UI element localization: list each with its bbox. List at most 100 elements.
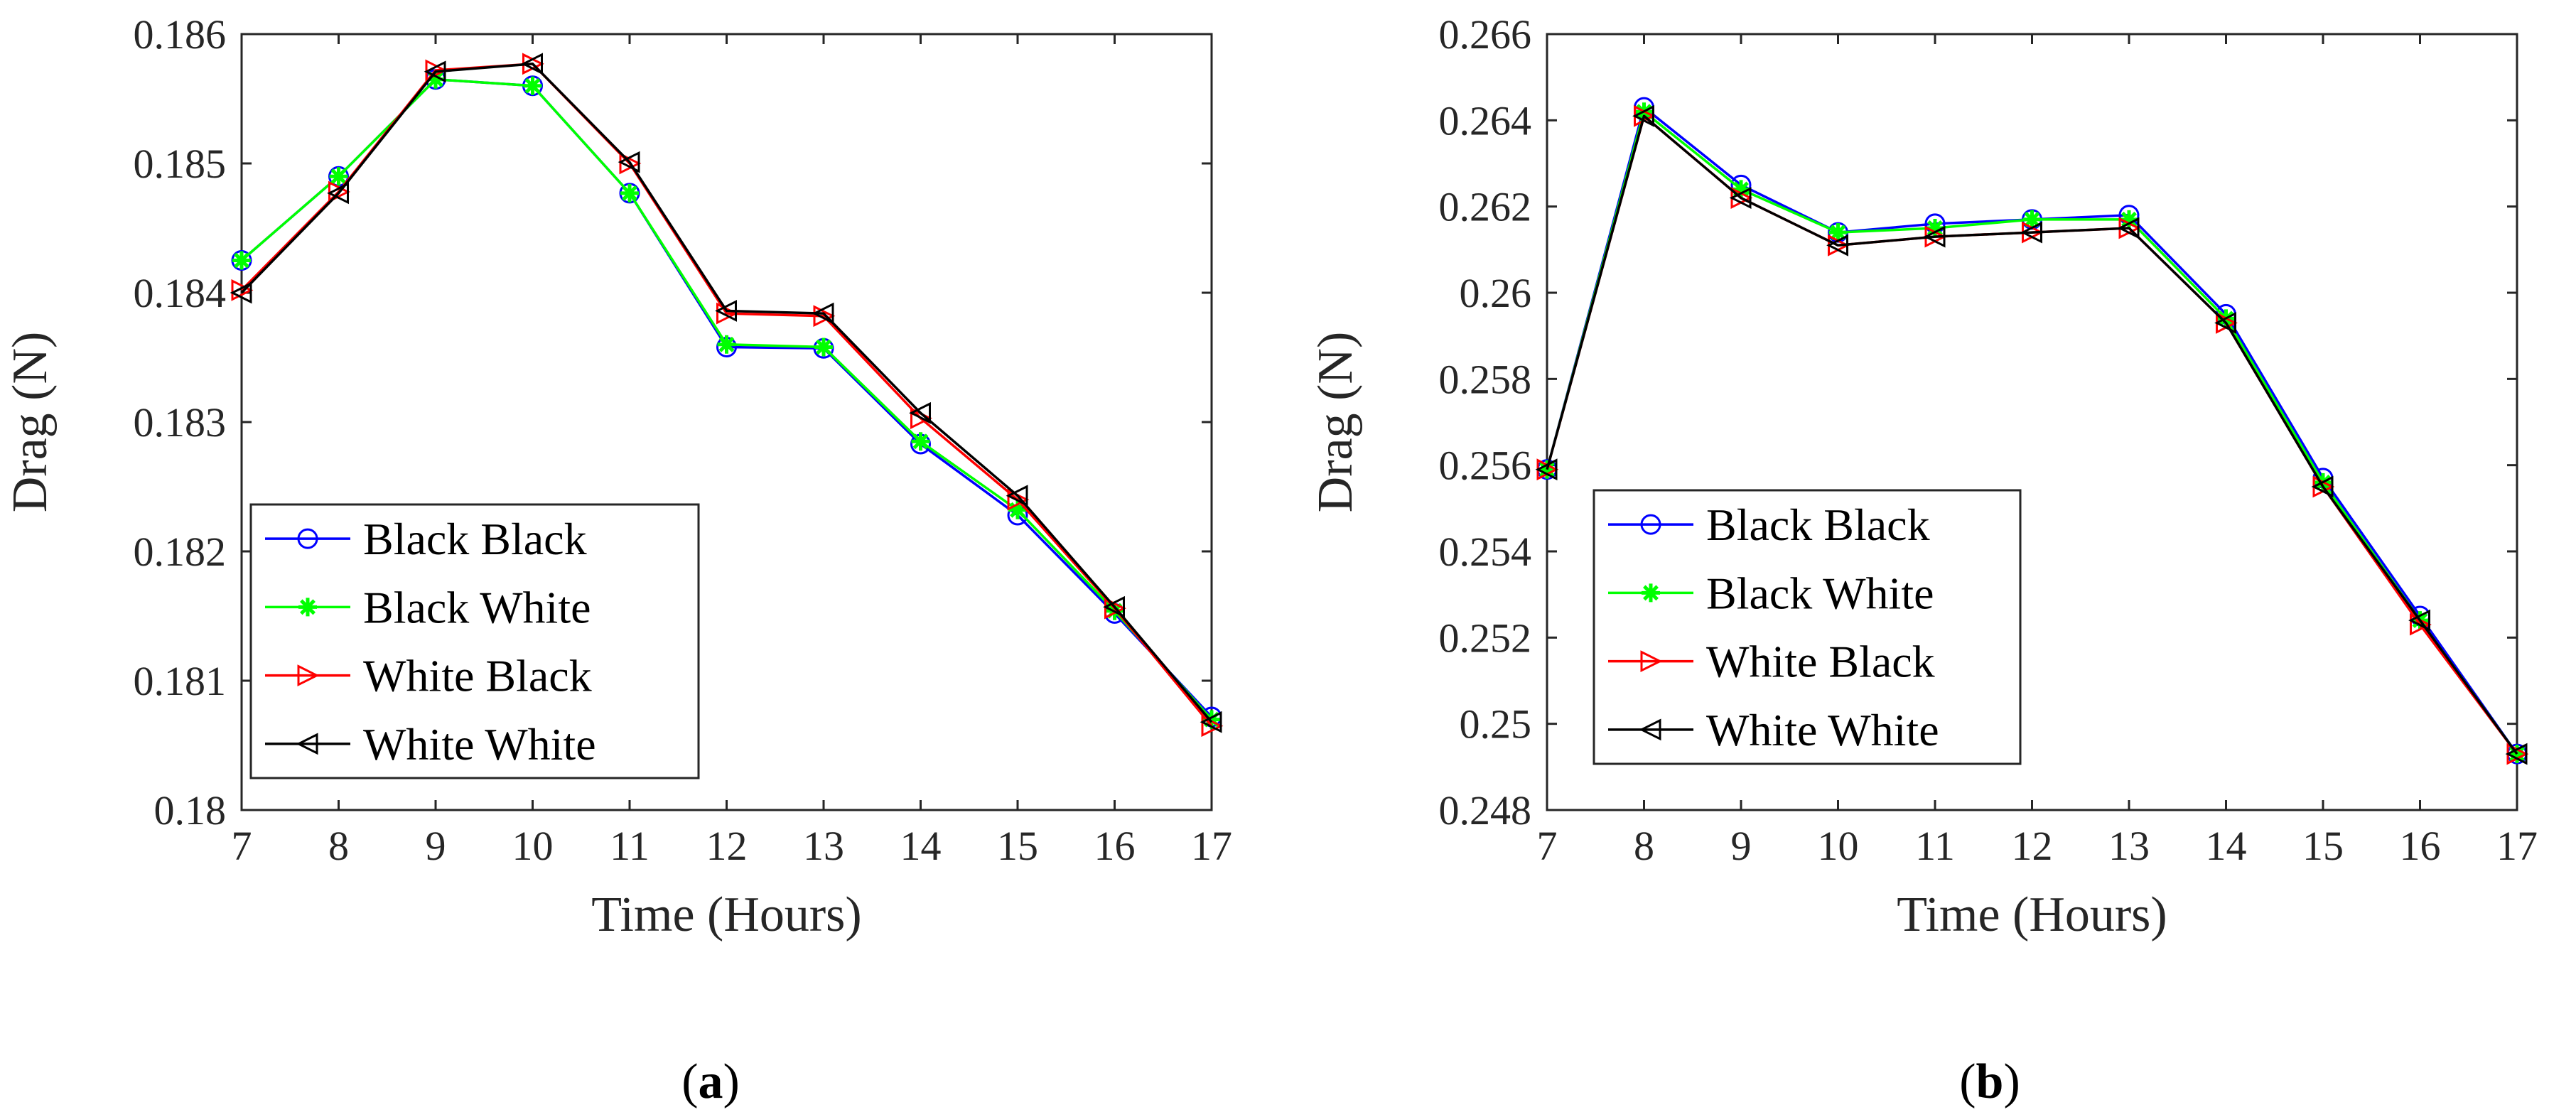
data-point xyxy=(2117,217,2140,239)
y-tick-label: 0.26 xyxy=(1460,270,1532,316)
x-tick-label: 17 xyxy=(2496,823,2538,869)
y-tick-label: 0.18 xyxy=(154,787,227,833)
data-point xyxy=(328,180,350,203)
data-point xyxy=(425,59,448,82)
y-tick-label: 0.266 xyxy=(1439,11,1532,58)
y-tick-label: 0.256 xyxy=(1439,443,1532,489)
x-tick-label: 12 xyxy=(2012,823,2053,869)
panel-label-close: ) xyxy=(2003,1054,2020,1109)
data-point xyxy=(1103,595,1125,618)
data-point xyxy=(426,70,445,89)
data-point xyxy=(230,281,252,304)
y-tick-label: 0.182 xyxy=(134,529,227,575)
legend-box xyxy=(1593,489,2022,765)
legend-marker xyxy=(298,598,317,617)
x-tick-label: 14 xyxy=(900,823,942,869)
x-tick-label: 9 xyxy=(426,823,446,869)
y-tick-label: 0.252 xyxy=(1439,615,1532,661)
panel-label-open: ( xyxy=(1959,1054,1976,1109)
legend-label: White Black xyxy=(1706,637,1935,687)
series-line xyxy=(1546,114,2518,755)
panel-label-letter: b xyxy=(1976,1054,2004,1109)
data-point xyxy=(1008,500,1027,519)
legend-label: Black White xyxy=(363,582,591,632)
data-point xyxy=(232,251,251,270)
data-point xyxy=(2311,475,2334,498)
x-tick-label: 14 xyxy=(2206,823,2247,869)
data-point xyxy=(2020,221,2042,244)
y-tick-label: 0.262 xyxy=(1439,184,1532,230)
data-point xyxy=(523,76,542,95)
x-tick-label: 11 xyxy=(610,823,650,869)
y-axis-label: Drag (N) xyxy=(1308,332,1363,513)
legend-marker xyxy=(297,528,318,549)
y-tick-label: 0.185 xyxy=(134,141,227,187)
legend-item: Black White xyxy=(1608,568,1934,618)
data-point xyxy=(521,53,543,75)
legend-item: Black Black xyxy=(1608,500,1930,550)
legend-marker xyxy=(1640,514,1661,535)
x-tick-label: 13 xyxy=(2108,823,2150,869)
legend-label: Black Black xyxy=(1706,500,1930,550)
legend-box xyxy=(249,503,700,779)
series-line xyxy=(240,63,1213,723)
chart-panel-a: 7 8 9 10 11 12 13 14 15 16 17 0.18 0.181 0.182 0.183 0.… xyxy=(3,11,1232,1109)
panel-label-open: ( xyxy=(681,1054,698,1109)
x-tick-label: 15 xyxy=(997,823,1038,869)
data-point xyxy=(2022,210,2042,229)
x-tick-label: 9 xyxy=(1731,823,1752,869)
x-tick-label: 10 xyxy=(1818,823,1859,869)
data-point xyxy=(2408,609,2430,632)
y-tick-label: 0.248 xyxy=(1439,787,1532,833)
legend-marker xyxy=(296,733,318,755)
data-point xyxy=(620,183,639,203)
data-point xyxy=(715,300,737,322)
data-point xyxy=(2505,743,2528,765)
data-point xyxy=(1104,597,1126,620)
data-point xyxy=(619,152,642,175)
legend-item: Black White xyxy=(265,582,591,632)
legend-marker xyxy=(297,664,320,687)
data-point xyxy=(329,167,348,186)
legend-item: White Black xyxy=(1608,637,1935,687)
x-tick-label: 8 xyxy=(1634,823,1654,869)
x-tick-label: 7 xyxy=(232,823,252,869)
legend-marker xyxy=(1640,650,1663,673)
x-axis-label: Time (Hours) xyxy=(591,887,862,942)
data-point xyxy=(814,338,833,357)
x-tick-label: 15 xyxy=(2302,823,2344,869)
chart-panel-b: 7 8 9 10 11 12 13 14 15 16 17 0.248 0.25 0.252 0.254 0.… xyxy=(1308,11,2538,1109)
data-point xyxy=(2214,312,2236,334)
series-white-white xyxy=(230,53,1222,733)
legend-label: Black White xyxy=(1706,568,1934,618)
legend: Black Black Black White White Black White W… xyxy=(1593,489,2022,765)
data-point xyxy=(1200,711,1222,733)
panel-label: (a) xyxy=(681,1054,740,1109)
y-tick-label: 0.181 xyxy=(134,658,227,704)
legend-label: White White xyxy=(363,719,596,770)
legend-item: White White xyxy=(1608,705,1939,755)
x-tick-label: 8 xyxy=(328,823,349,869)
data-point xyxy=(2120,210,2138,229)
x-tick-label: 10 xyxy=(512,823,554,869)
data-point xyxy=(424,60,446,83)
legend-item: White White xyxy=(265,719,596,770)
x-tick-label: 7 xyxy=(1537,823,1558,869)
data-point xyxy=(618,151,640,173)
data-point xyxy=(1923,225,1946,248)
y-tick-label: 0.264 xyxy=(1439,97,1532,144)
legend-marker xyxy=(1639,718,1661,741)
data-point xyxy=(1632,104,1654,127)
legend-label: White White xyxy=(1706,705,1939,755)
x-tick-label: 16 xyxy=(2400,823,2441,869)
panel-label-close: ) xyxy=(723,1054,740,1109)
data-point xyxy=(231,279,254,301)
y-axis-label: Drag (N) xyxy=(3,332,58,513)
y-tick-label: 0.258 xyxy=(1439,356,1532,402)
data-point xyxy=(911,432,930,451)
legend-marker xyxy=(1642,583,1660,603)
data-point xyxy=(813,305,836,328)
legend-label: Black Black xyxy=(363,514,587,564)
data-point xyxy=(717,335,736,354)
